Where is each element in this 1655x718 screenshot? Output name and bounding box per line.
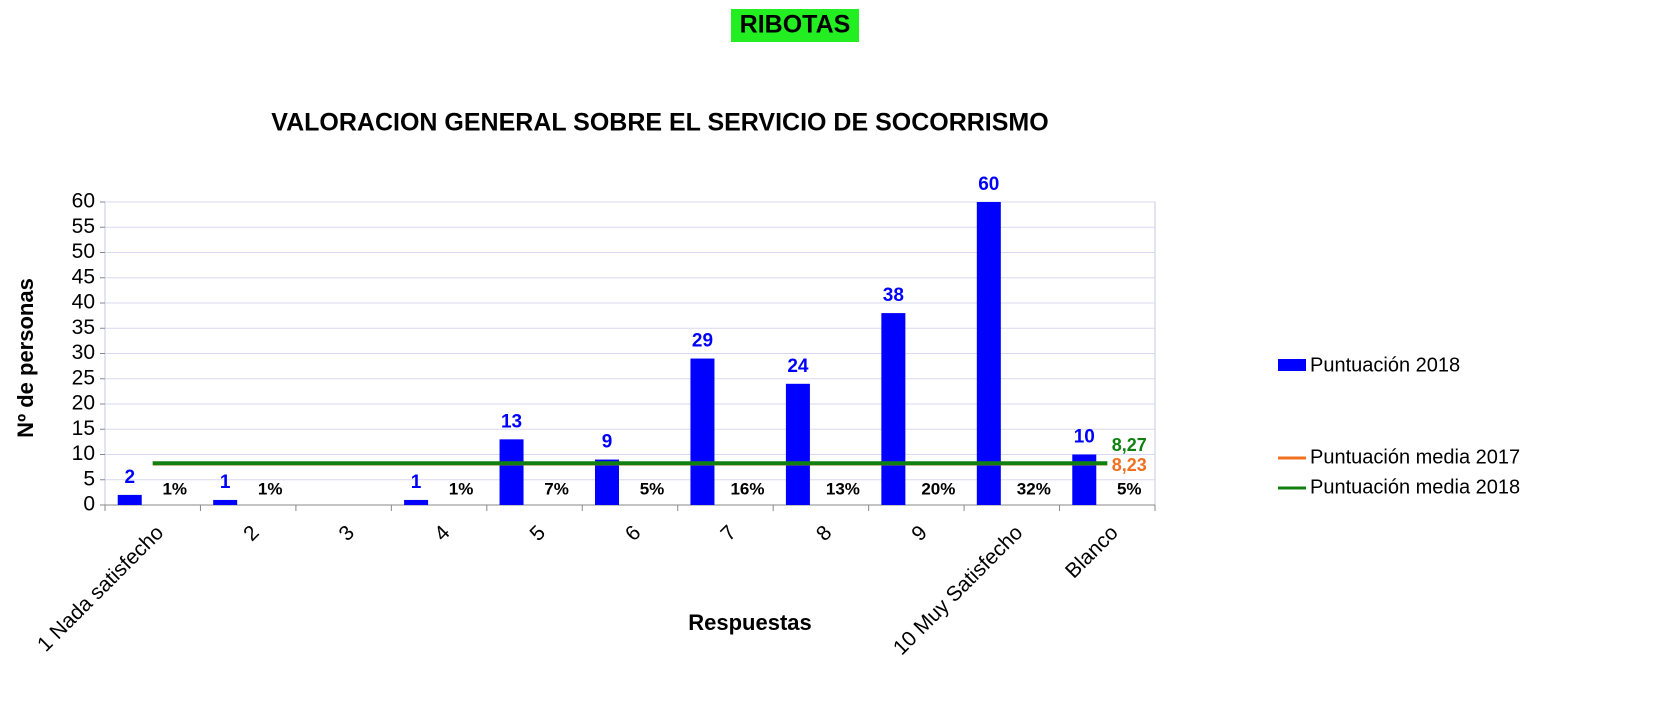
percentage-label: 20%: [921, 479, 955, 498]
bar: [785, 383, 810, 505]
data-label: 13: [501, 411, 522, 432]
x-tick-label: 4: [430, 521, 455, 546]
y-tick-label: 35: [72, 316, 95, 339]
x-tick-label: 7: [716, 521, 741, 546]
chart-title: VALORACION GENERAL SOBRE EL SERVICIO DE …: [271, 109, 1048, 137]
x-tick-label: 8: [812, 521, 837, 546]
y-tick-label: 25: [72, 366, 95, 389]
data-label: 9: [602, 432, 613, 453]
data-label: 29: [692, 331, 713, 352]
x-tick-label: 10 Muy Satisfecho: [889, 521, 1027, 659]
percentage-label: 7%: [544, 479, 569, 498]
x-tick-label: 9: [907, 521, 932, 546]
bar: [213, 499, 238, 505]
bar: [499, 439, 524, 505]
x-tick-label: 3: [335, 521, 360, 546]
supertitle: RIBOTAS: [740, 11, 851, 39]
percentage-label: 32%: [1017, 479, 1051, 498]
percentage-label: 1%: [449, 479, 474, 498]
y-tick-label: 0: [83, 493, 95, 516]
y-tick-label: 10: [72, 442, 95, 465]
x-tick-label: 2: [239, 521, 264, 546]
y-tick-label: 40: [72, 291, 95, 314]
mean-label: 8,23: [1112, 455, 1147, 475]
data-label: 2: [124, 467, 135, 488]
data-label: 60: [978, 174, 999, 195]
bar: [404, 499, 429, 505]
percentage-label: 1%: [258, 479, 283, 498]
y-tick-label: 15: [72, 417, 95, 440]
x-axis-label: Respuestas: [688, 610, 812, 635]
data-label: 38: [883, 285, 904, 306]
y-tick-label: 5: [83, 467, 95, 490]
bar: [595, 459, 619, 505]
data-label: 10: [1074, 427, 1095, 448]
bar: [881, 313, 906, 505]
percentage-label: 1%: [162, 479, 187, 498]
legend-swatch: [1278, 359, 1306, 371]
y-tick-label: 60: [72, 190, 95, 213]
legend-label: Puntuación 2018: [1310, 354, 1460, 376]
mean-label: 8,27: [1112, 435, 1147, 455]
data-label: 24: [787, 356, 809, 377]
bar: [117, 494, 142, 505]
supertitle-background: [731, 9, 859, 42]
percentage-label: 5%: [640, 479, 665, 498]
percentage-label: 13%: [826, 479, 860, 498]
data-label: 1: [220, 472, 231, 493]
y-tick-label: 55: [72, 215, 95, 238]
y-tick-label: 20: [72, 392, 95, 415]
y-tick-label: 30: [72, 341, 95, 364]
x-tick-label: 5: [525, 521, 550, 546]
y-tick-label: 45: [72, 265, 95, 288]
bar: [976, 202, 1001, 505]
x-tick-label: Blanco: [1061, 521, 1123, 583]
bar: [690, 358, 715, 505]
legend-label: Puntuación media 2017: [1310, 446, 1520, 468]
x-tick-label: 1 Nada satisfecho: [33, 521, 168, 656]
y-axis-label: Nº de personas: [13, 278, 38, 438]
percentage-label: 16%: [730, 479, 764, 498]
x-tick-label: 6: [621, 521, 646, 546]
legend-label: Puntuación media 2018: [1310, 476, 1520, 498]
data-label: 1: [411, 472, 422, 493]
percentage-label: 5%: [1117, 479, 1142, 498]
y-tick-label: 50: [72, 240, 95, 263]
